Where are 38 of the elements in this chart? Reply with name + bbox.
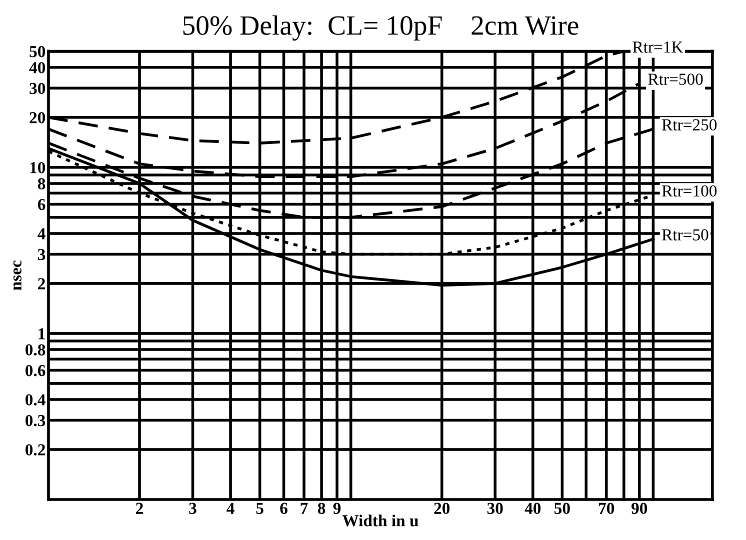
x-tick-label: 3	[189, 502, 196, 514]
series-label: Rtr=1K	[632, 42, 684, 53]
y-tick-label: 0.6	[26, 364, 46, 376]
x-tick-label: 20	[434, 502, 450, 514]
y-tick-label: 8	[38, 178, 46, 190]
y-tick-label: 4	[38, 228, 46, 240]
series-label: Rtr=500	[648, 74, 703, 85]
y-tick-label: 0.4	[26, 394, 46, 406]
y-tick-label: 3	[38, 248, 46, 260]
y-tick-label: 20	[30, 112, 46, 124]
x-tick-label: 7	[300, 502, 308, 514]
series-label: Rtr=250	[662, 119, 717, 130]
y-tick-label: 50	[30, 46, 46, 58]
x-tick-label: 9	[333, 502, 341, 514]
y-tick-label: 1	[38, 328, 45, 340]
x-tick-label: 30	[487, 502, 503, 514]
series-label: Rtr=50	[662, 229, 708, 240]
y-axis-title: nsec	[13, 260, 22, 290]
x-axis-title: Width in u	[342, 514, 418, 526]
x-tick-label: 8	[318, 502, 326, 514]
x-tick-label: 70	[598, 502, 614, 514]
x-tick-label: 4	[226, 502, 234, 514]
x-tick-label: 50	[554, 502, 570, 514]
x-tick-label: 2	[136, 502, 143, 514]
y-tick-label: 0.2	[26, 444, 45, 456]
x-tick-label: 6	[280, 502, 288, 514]
x-tick-label: 40	[524, 502, 541, 514]
y-tick-label: 6	[38, 198, 46, 210]
x-tick-label: 90	[631, 502, 648, 514]
x-tick-label: 5	[256, 502, 264, 514]
chart-title: 50% Delay: CL= 10pF 2cm Wire	[183, 15, 578, 41]
y-tick-label: 2	[38, 278, 45, 290]
y-tick-label: 40	[29, 62, 46, 74]
y-tick-label: 0.3	[26, 414, 46, 426]
y-tick-label: 10	[30, 162, 46, 174]
y-tick-label: 0.8	[26, 344, 46, 356]
series-label: Rtr=100	[662, 185, 717, 197]
y-tick-label: 30	[30, 82, 46, 94]
